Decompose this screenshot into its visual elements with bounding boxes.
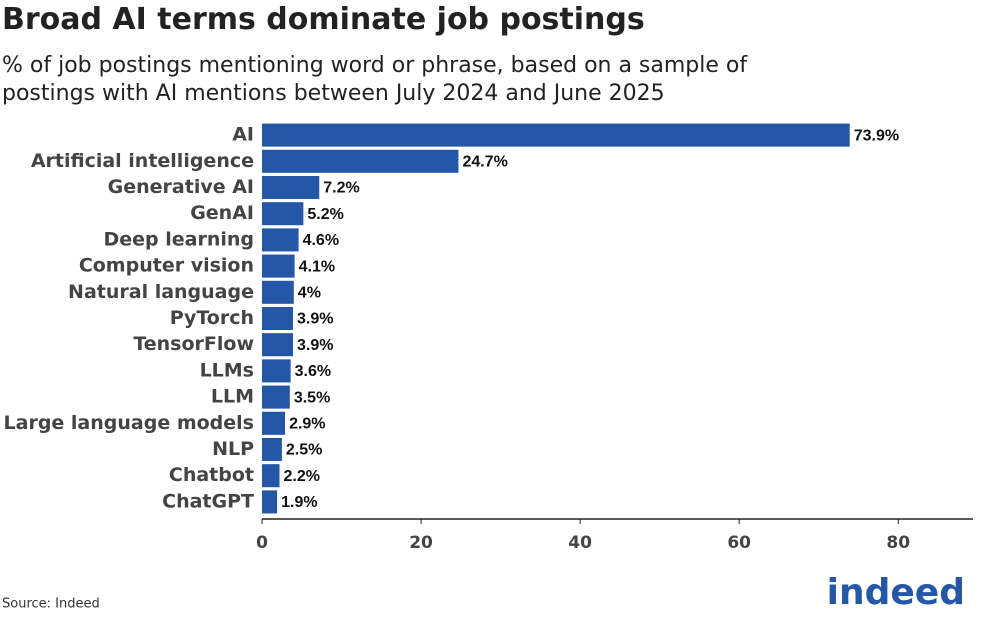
value-label: 4%: [298, 285, 321, 302]
x-tick-label: 40: [568, 533, 592, 553]
value-label: 2.2%: [283, 468, 319, 485]
bar: [262, 333, 294, 357]
bar: [262, 306, 294, 331]
bar: [262, 437, 282, 462]
bar: [262, 228, 299, 252]
y-tick-label: Deep learning: [103, 228, 254, 250]
y-tick-label: AI: [232, 124, 254, 146]
value-label: 3.6%: [295, 363, 331, 380]
value-label: 1.9%: [281, 494, 317, 511]
y-tick-label: PyTorch: [170, 307, 254, 329]
y-tick-label: Computer vision: [79, 255, 254, 277]
y-tick-label: Large language models: [4, 412, 254, 434]
y-tick-label: ChatGPT: [162, 490, 254, 512]
bar: [262, 385, 290, 409]
bar: [262, 175, 320, 200]
x-tick-label: 80: [886, 533, 910, 553]
y-tick-label: TensorFlow: [133, 333, 254, 355]
bar: [262, 123, 850, 147]
value-label: 4.6%: [303, 232, 339, 249]
bar: [262, 464, 280, 488]
value-label: 4.1%: [299, 258, 335, 275]
value-label: 3.9%: [297, 311, 333, 328]
y-tick-label: LLM: [211, 386, 254, 408]
y-tick-label: Natural language: [68, 281, 254, 303]
chart-title: Broad AI terms dominate job postings: [2, 2, 645, 37]
y-tick-label: LLMs: [200, 359, 254, 381]
x-tick-label: 0: [256, 533, 268, 553]
chart-subtitle: % of job postings mentioning word or phr…: [2, 53, 748, 106]
logo: indeed: [827, 572, 965, 613]
value-label: 3.9%: [297, 337, 333, 354]
source: Source: Indeed: [2, 597, 100, 612]
x-tick-label: 20: [409, 533, 433, 553]
value-label: 3.5%: [294, 389, 330, 406]
value-label: 73.9%: [854, 127, 899, 144]
y-tick-label: Artificial intelligence: [31, 150, 254, 172]
bar: [262, 202, 304, 226]
bar: [262, 280, 294, 304]
y-tick-label: NLP: [212, 438, 254, 460]
bar: [262, 359, 291, 383]
bar: [262, 149, 459, 173]
value-label: 24.7%: [462, 154, 507, 171]
value-label: 5.2%: [307, 206, 343, 223]
bar: [262, 254, 295, 278]
y-tick-label: GenAI: [190, 202, 254, 224]
value-label: 7.2%: [323, 180, 359, 197]
bar: [262, 411, 286, 435]
bar: [262, 490, 278, 514]
y-tick-label: Generative AI: [108, 176, 254, 198]
value-label: 2.9%: [289, 416, 325, 433]
y-tick-label: Chatbot: [169, 464, 254, 486]
x-tick-label: 60: [727, 533, 751, 553]
value-label: 2.5%: [286, 442, 322, 459]
